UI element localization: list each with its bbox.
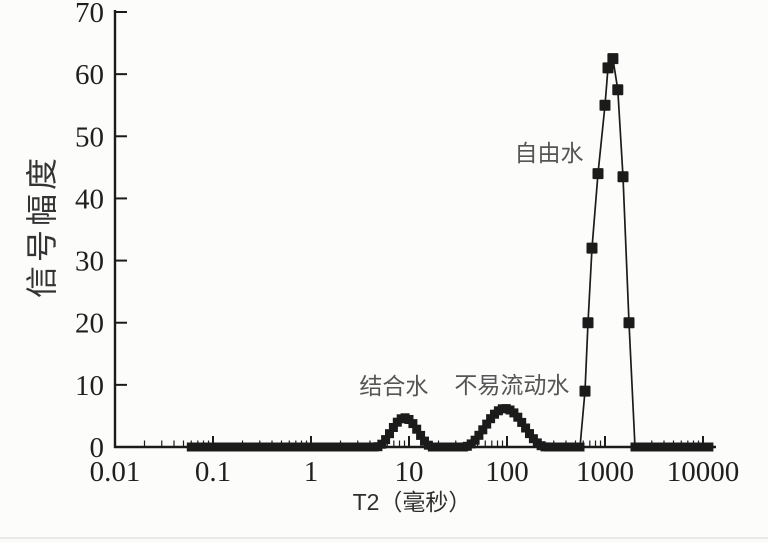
y-tick-label: 30	[75, 246, 104, 278]
dense-square-marker	[388, 423, 398, 432]
y-tick-label: 50	[75, 121, 104, 153]
y-tick-label: 10	[75, 370, 104, 402]
free-water-square-marker	[579, 385, 591, 397]
free-water-square-marker	[586, 242, 598, 254]
x-axis-label: T2（毫秒）	[352, 489, 472, 515]
y-tick-label: 20	[75, 308, 104, 340]
x-tick-label: 10000	[667, 456, 740, 488]
annotation-irreducible-water: 不易流动水	[454, 371, 570, 398]
dense-square-marker	[513, 412, 523, 422]
dense-square-marker	[412, 424, 422, 434]
y-tick-label: 40	[75, 183, 104, 215]
free-water-line	[579, 55, 636, 448]
y-axis-label: 信号幅度	[24, 153, 60, 299]
dense-square-marker	[408, 419, 418, 429]
free-water-square-marker	[592, 168, 604, 180]
x-tick-label: 100	[485, 456, 529, 488]
dense-square-marker	[385, 429, 394, 439]
free-water-square-marker	[617, 171, 629, 183]
dense-square-marker	[377, 439, 387, 449]
annotation-bound-water: 结合水	[359, 373, 429, 400]
x-tick-label: 0.1	[195, 456, 231, 488]
y-tick-label: 60	[75, 59, 104, 91]
free-water-square-marker	[612, 84, 624, 96]
free-water-square-marker	[582, 317, 594, 329]
dense-square-marker	[521, 423, 531, 433]
dense-square-marker	[478, 425, 488, 435]
dense-square-marker	[381, 435, 391, 445]
dense-square-marker	[416, 430, 426, 440]
x-tick-label: 0.01	[90, 456, 141, 488]
free-water-square-marker	[599, 99, 611, 111]
dense-square-marker	[525, 429, 534, 439]
free-water-square-marker	[607, 53, 619, 65]
y-tick-label: 0	[90, 432, 105, 464]
x-tick-label: 10	[395, 456, 424, 488]
dense-square-marker	[474, 430, 484, 440]
free-water-square-marker	[602, 62, 614, 74]
dense-square-marker	[704, 442, 714, 452]
dense-square-marker	[482, 419, 492, 429]
free-water-square-marker	[623, 317, 635, 329]
dense-square-marker	[470, 435, 480, 445]
y-tick-label: 70	[75, 0, 104, 29]
annotation-free-water: 自由水	[514, 140, 584, 167]
x-tick-label: 1000	[576, 456, 634, 488]
x-tick-label: 1	[304, 456, 319, 488]
dense-square-marker	[517, 417, 527, 427]
page-bottom-divider	[0, 537, 768, 543]
